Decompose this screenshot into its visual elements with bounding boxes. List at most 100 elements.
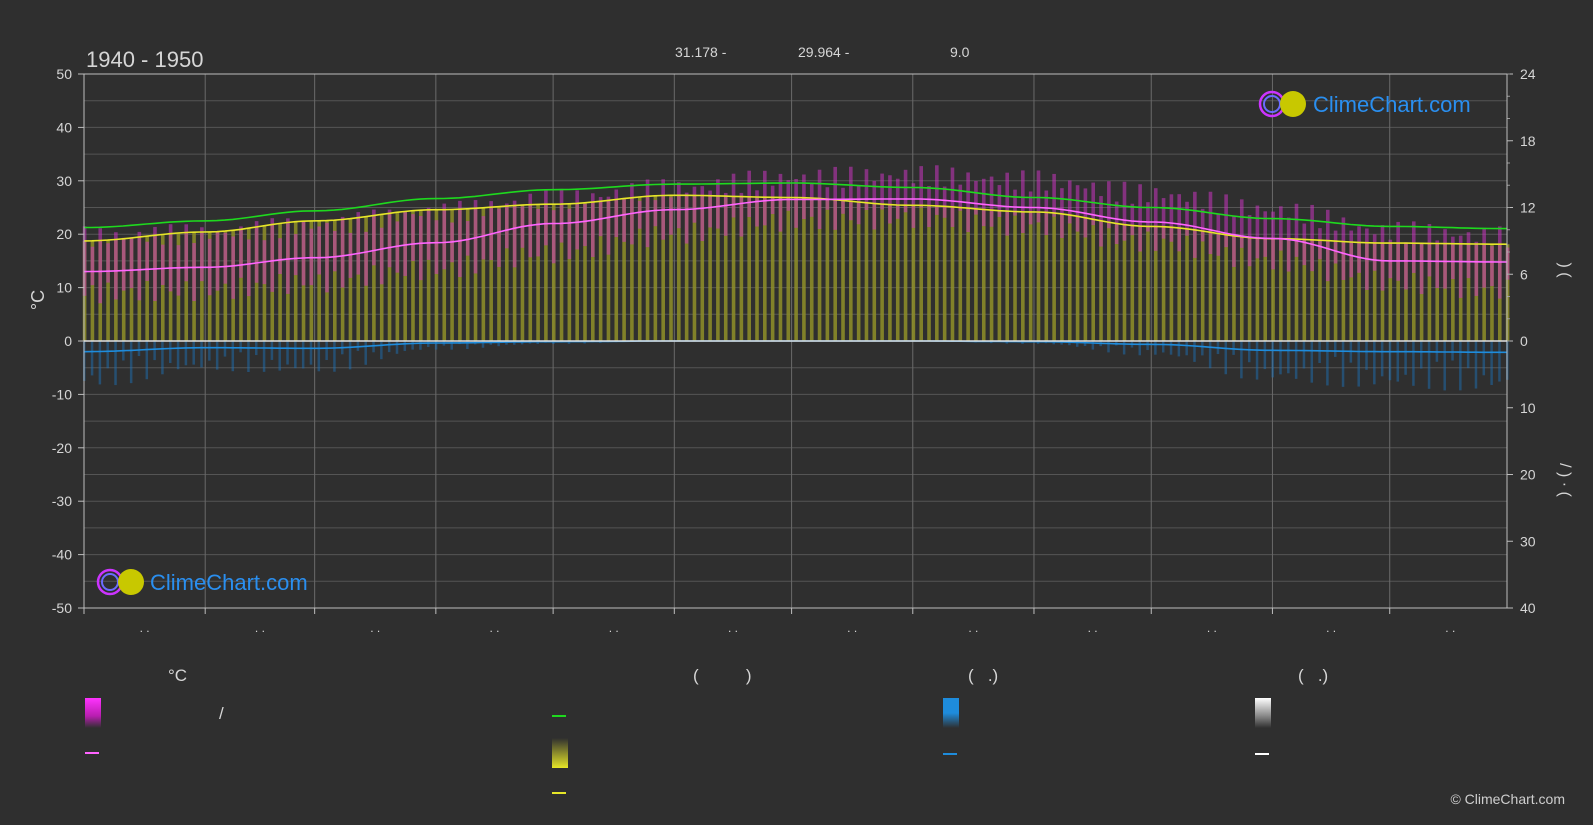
precip-bar: [481, 341, 485, 348]
temp-range-bar: [254, 221, 259, 283]
temp-range-bar: [1372, 234, 1377, 271]
sunshine-bar: [505, 206, 509, 341]
sunshine-bar: [1185, 228, 1189, 341]
temp-range-bar: [1091, 182, 1096, 226]
right-axis-ticks: 24 18 12 6 0 10 20 30 40: [1507, 66, 1536, 616]
temp-range-bar: [1286, 217, 1291, 272]
precip-bar: [1380, 341, 1384, 377]
temp-range-bar: [286, 218, 290, 294]
sunshine-bar: [1349, 241, 1354, 341]
legend-col4-header: ( .): [1298, 666, 1329, 685]
temp-range-bar: [1380, 225, 1385, 291]
precip-bar: [145, 341, 149, 380]
sunshine-bar: [1482, 244, 1486, 341]
sunshine-bar: [637, 196, 642, 341]
precip-bar: [278, 341, 281, 371]
temp-range-bar: [989, 176, 994, 227]
temp-range-bar: [200, 227, 204, 282]
precip-bar: [1498, 341, 1501, 382]
precip-line: [83, 340, 1507, 354]
temp-range-bar: [1396, 221, 1400, 281]
temp-range-bar: [645, 179, 650, 248]
precip-bar: [262, 341, 266, 372]
sunshine-bar: [919, 205, 923, 341]
temp-range-bar: [364, 231, 368, 286]
precip-bar: [348, 341, 352, 370]
temp-range-bar: [567, 208, 572, 260]
sunshine-bar: [356, 217, 361, 341]
precip-bar: [286, 341, 289, 365]
temp-range-bar: [379, 227, 384, 285]
left-tick-label: 20: [56, 226, 72, 242]
temp-range-bar: [622, 199, 626, 242]
sunshine-bar: [1169, 227, 1174, 341]
temp-range-bar: [458, 200, 462, 278]
sunshine-bar: [1411, 243, 1416, 341]
temp-range-bar: [833, 166, 837, 230]
sunshine-bar: [1302, 239, 1307, 341]
temp-range-bar: [1232, 216, 1236, 267]
coord-longitude: 29.964 -: [798, 44, 850, 60]
sunshine-bar: [645, 196, 650, 341]
sunshine-bar: [1255, 238, 1260, 341]
sunshine-bar: [606, 200, 611, 341]
sunshine-bar: [1083, 217, 1088, 341]
temp-range-bar: [231, 236, 235, 299]
copyright: © ClimeChart.com: [1450, 791, 1565, 807]
sunshine-bar: [1279, 238, 1283, 341]
temp-range-bar: [536, 208, 540, 257]
sunshine-bar: [1396, 243, 1400, 341]
logo-bottom-left: ClimeChart.com: [96, 568, 308, 596]
precip-bar: [231, 341, 235, 372]
sunshine-bar: [575, 203, 579, 341]
sunshine-bar: [1130, 225, 1135, 341]
sunshine-bar: [528, 204, 533, 341]
temp-range-swatch: [85, 698, 101, 728]
elevation: 9.0: [950, 44, 970, 60]
temp-range-bar: [176, 245, 181, 296]
sunshine-bar: [653, 195, 658, 341]
precip-bar: [497, 341, 500, 347]
precip-bar: [1201, 341, 1204, 356]
right-axis-lower-label: / ) · (: [1556, 463, 1573, 497]
temp-range-bar: [223, 232, 228, 284]
temp-range-bar: [1505, 247, 1510, 280]
sunshine-bar: [723, 196, 728, 341]
sunshine-bar: [184, 232, 189, 341]
legend-temp-range-separator: /: [219, 704, 224, 723]
precip-bar: [1302, 341, 1306, 369]
sunshine-bar: [583, 202, 587, 341]
sunshine-bar: [160, 234, 165, 341]
sunshine-bar: [989, 210, 994, 341]
temp-range-bar: [340, 216, 345, 288]
temp-range-bar: [1130, 203, 1135, 236]
temp-range-bar: [935, 165, 939, 215]
temp-range-bar: [215, 231, 220, 291]
right-axis-upper-label: ) (: [1556, 262, 1573, 278]
precip-bar: [169, 341, 172, 364]
sunshine-bar: [1153, 226, 1158, 341]
precip-bar: [1294, 341, 1298, 379]
sunshine-bar: [1044, 212, 1049, 341]
temp-range-bar: [1185, 201, 1189, 236]
sunshine-bar: [465, 208, 470, 341]
sunshine-bar: [935, 205, 939, 341]
temp-range-bar: [411, 214, 415, 261]
sunshine-bar: [1036, 211, 1041, 341]
sunshine-swatch: [552, 792, 566, 794]
precip-swatch: [943, 753, 957, 755]
temp-range-bar: [246, 239, 251, 297]
sunshine-bar: [770, 197, 775, 341]
sunshine-bar: [1271, 238, 1275, 341]
temp-range-bar: [1490, 246, 1494, 287]
sunshine-bar: [442, 209, 447, 341]
temp-range-bar: [1388, 239, 1393, 279]
precip-bar: [1412, 341, 1415, 386]
sunshine-bar: [1372, 242, 1377, 341]
precip-bar: [223, 341, 227, 357]
temp-mean-line: [83, 198, 1507, 273]
sunshine-bar: [239, 229, 243, 341]
sunshine-bar: [911, 205, 916, 341]
precip-bar: [1388, 341, 1392, 381]
temp-range-bar: [1271, 211, 1275, 270]
